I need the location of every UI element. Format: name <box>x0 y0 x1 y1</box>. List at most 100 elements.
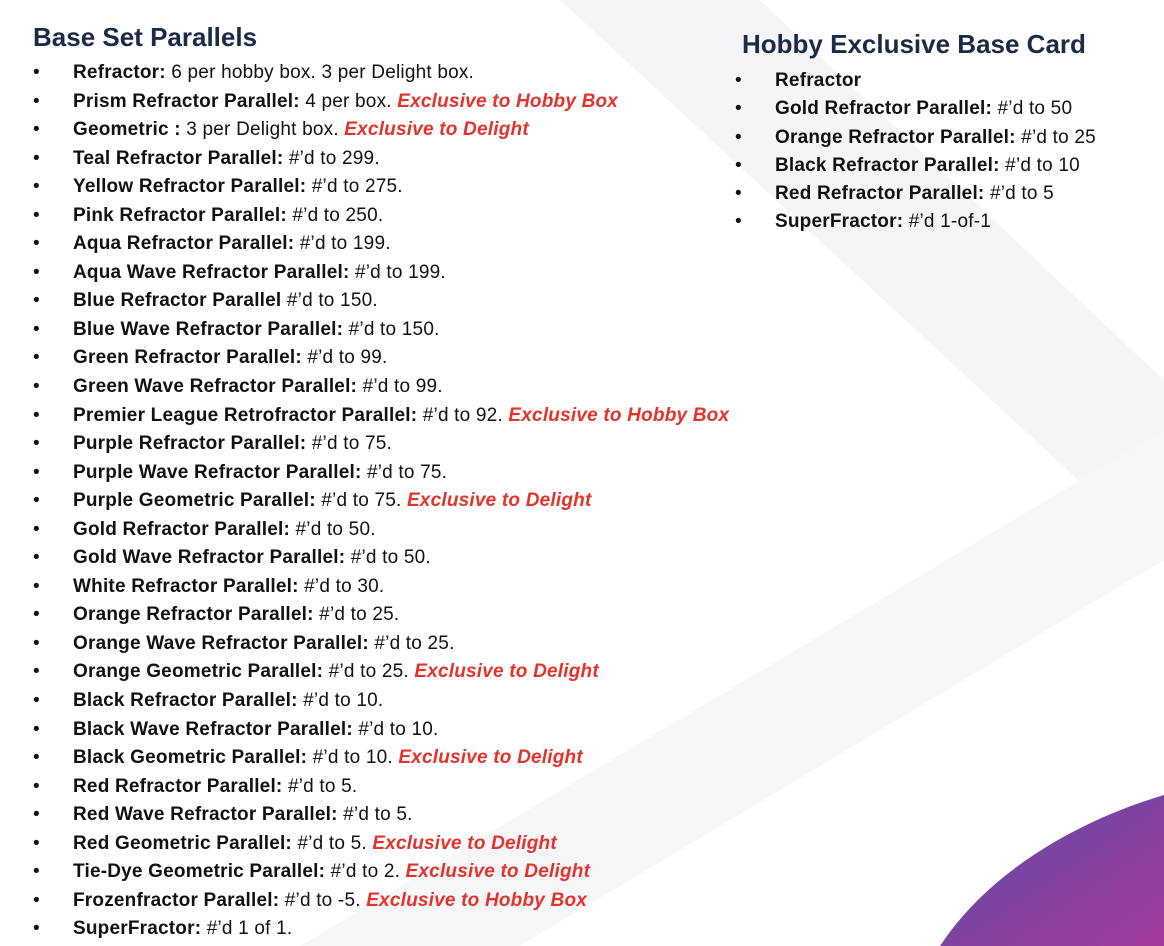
bullet: • <box>735 70 742 91</box>
item-name: Orange Geometric Parallel: <box>73 661 324 683</box>
item-name: Gold Refractor Parallel: <box>775 98 993 120</box>
item-name: Gold Refractor Parallel: <box>73 518 291 540</box>
item-name: Red Wave Refractor Parallel: <box>73 804 338 826</box>
item-detail: #’d to 99. <box>362 376 443 398</box>
list-item: • SuperFractor: #’d 1-of-1 <box>735 210 1096 238</box>
item-name: Purple Wave Refractor Parallel: <box>73 461 362 483</box>
bullet: • <box>33 433 40 455</box>
item-detail: #’d 1 of 1. <box>206 918 293 940</box>
item-detail: #’d to 25. <box>319 604 400 626</box>
list-item: • White Refractor Parallel: #’d to 30. <box>33 575 729 604</box>
bullet: • <box>33 176 40 198</box>
list-item: • Tie-Dye Geometric Parallel: #’d to 2. E… <box>33 860 729 889</box>
bullet: • <box>33 632 40 654</box>
exclusive-note: Exclusive to Hobby Box <box>366 889 588 911</box>
list-item: • Purple Wave Refractor Parallel: #’d to … <box>33 461 729 490</box>
item-name: SuperFractor: <box>775 211 904 233</box>
exclusive-note: Exclusive to Delight <box>405 861 591 883</box>
bullet: • <box>735 98 742 120</box>
item-detail: #’d to 75. <box>311 433 392 455</box>
item-detail: #’d to 199. <box>299 233 391 255</box>
exclusive-note: Exclusive to Delight <box>398 747 583 769</box>
list-item: • Orange Wave Refractor Parallel: #’d to … <box>33 632 729 661</box>
bullet: • <box>33 661 40 683</box>
exclusive-note: Exclusive to Delight <box>406 490 592 512</box>
item-name: Orange Wave Refractor Parallel: <box>73 632 369 654</box>
item-detail: #’d to 50. <box>295 518 376 540</box>
item-detail: #’d to 2. <box>330 861 401 883</box>
item-detail: #’d to 5. <box>287 775 358 797</box>
bullet: • <box>33 404 40 426</box>
list-item: • Black Geometric Parallel: #’d to 10. Ex… <box>33 746 729 775</box>
exclusive-note: Exclusive to Delight <box>414 661 599 683</box>
item-detail: 4 per box. <box>305 90 392 112</box>
list-item: • Red Wave Refractor Parallel: #’d to 5. <box>33 803 729 832</box>
item-name: Premier League Retrofractor Parallel: <box>73 404 418 426</box>
parallel-list: • Refractor: 6 per hobby box. 3 per Delig… <box>33 61 729 946</box>
item-name: Purple Refractor Parallel: <box>73 433 307 455</box>
bullet: • <box>33 290 40 312</box>
bullet: • <box>33 204 40 226</box>
item-detail: #’d to 5. <box>343 804 413 826</box>
stripe <box>300 430 1164 946</box>
item-name: SuperFractor: <box>73 918 202 940</box>
list-item: • Prism Refractor Parallel: 4 per box. Ex… <box>33 90 729 119</box>
bullet: • <box>33 233 40 255</box>
bullet: • <box>33 861 40 883</box>
item-name: Purple Geometric Parallel: <box>73 490 316 512</box>
bullet: • <box>33 690 40 712</box>
item-detail: 6 per hobby box. 3 per Delight box. <box>171 62 475 83</box>
item-name: Red Refractor Parallel: <box>73 775 283 797</box>
item-detail: 3 per Delight box. <box>186 119 339 141</box>
bullet: • <box>33 804 40 826</box>
item-name: Blue Wave Refractor Parallel: <box>73 318 344 340</box>
item-detail: #’d to 5 <box>989 183 1054 205</box>
item-name: Orange Refractor Parallel: <box>73 604 314 626</box>
item-name: Prism Refractor Parallel: <box>73 90 300 112</box>
bullet: • <box>33 547 40 569</box>
item-detail: #’d to 199. <box>354 261 446 283</box>
list-item: • Purple Geometric Parallel: #’d to 75. E… <box>33 489 729 518</box>
bullet: • <box>33 62 40 83</box>
corner-shape <box>940 795 1164 946</box>
bullet: • <box>735 126 742 148</box>
bullet: • <box>33 518 40 540</box>
bullet: • <box>33 775 40 797</box>
item-name: Blue Refractor Parallel <box>73 290 282 312</box>
item-name: Black Wave Refractor Parallel: <box>73 718 353 740</box>
item-detail: #’d to 50. <box>350 547 431 569</box>
bullet: • <box>33 147 40 169</box>
list-item: • Premier League Retrofractor Parallel: #… <box>33 404 729 433</box>
bullet: • <box>33 461 40 483</box>
list-item: • Black Refractor Parallel: #’d to 10. <box>33 689 729 718</box>
item-name: Black Geometric Parallel: <box>73 747 308 769</box>
item-name: Geometric : <box>73 119 181 141</box>
item-detail: #’d to -5. <box>284 889 361 911</box>
list-item: • Red Refractor Parallel: #’d to 5. <box>33 775 729 804</box>
hobby-list: • Refractor • Gold Refractor Parallel: #’d … <box>735 69 1096 239</box>
bullet: • <box>33 119 40 141</box>
list-item: • Green Refractor Parallel: #’d to 99. <box>33 346 729 375</box>
list-item: • Frozenfractor Parallel: #’d to -5. Excl… <box>33 889 729 918</box>
section-title: Hobby Exclusive Base Card <box>742 29 1086 59</box>
item-detail: #’d to 25 <box>1021 126 1096 148</box>
item-detail: #’d to 10. <box>303 690 384 712</box>
list-item: • Red Geometric Parallel: #’d to 5. Exclu… <box>33 832 729 861</box>
bullet: • <box>33 575 40 597</box>
item-name: Black Refractor Parallel: <box>775 154 1000 176</box>
item-name: Orange Refractor Parallel: <box>775 126 1016 148</box>
item-detail: #’d to 10. <box>358 718 439 740</box>
stripe <box>560 0 1164 560</box>
item-name: Green Refractor Parallel: <box>73 347 302 369</box>
item-detail: #’d to 50 <box>997 98 1073 120</box>
bullet: • <box>33 376 40 398</box>
item-name: Aqua Wave Refractor Parallel: <box>73 261 350 283</box>
item-name: Green Wave Refractor Parallel: <box>73 376 358 398</box>
exclusive-note: Exclusive to Delight <box>344 119 529 141</box>
item-name: Refractor: <box>73 62 166 83</box>
list-item: • Gold Refractor Parallel: #’d to 50 <box>735 97 1096 125</box>
bullet: • <box>33 490 40 512</box>
bullet: • <box>33 604 40 626</box>
list-item: • Aqua Wave Refractor Parallel: #’d to 19… <box>33 261 729 290</box>
